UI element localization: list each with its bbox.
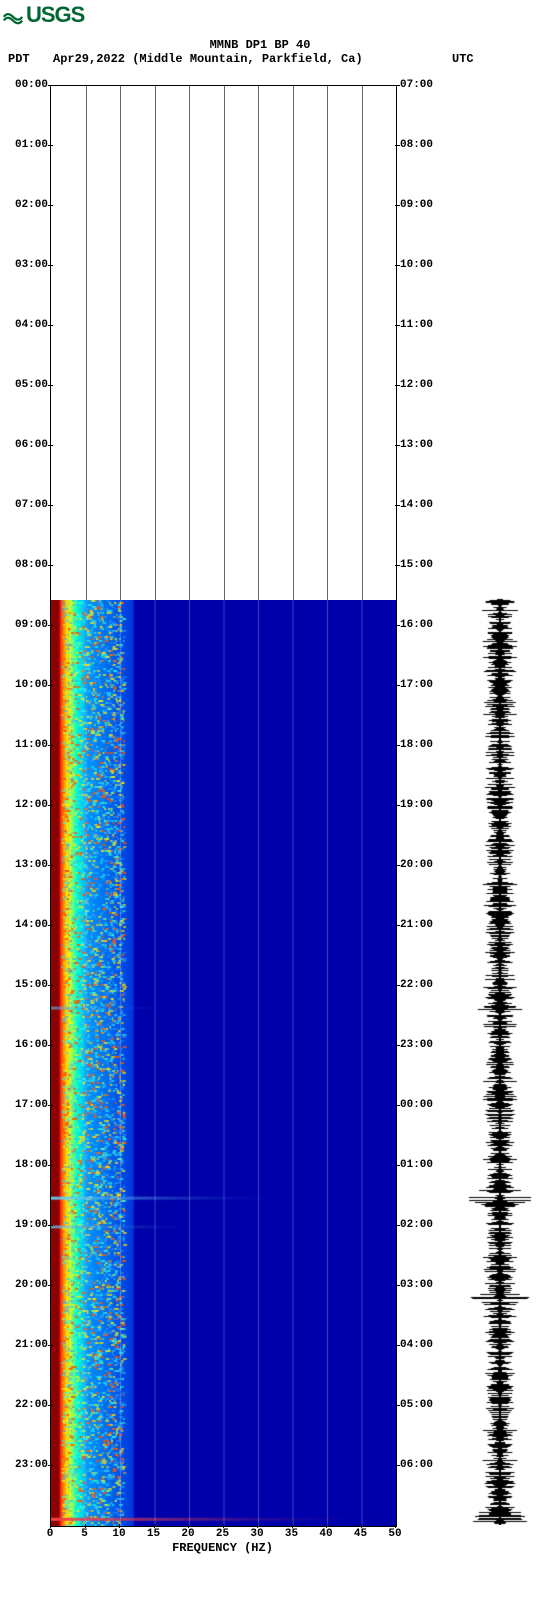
y-left-tick-label: 22:00 [0,1399,48,1411]
y-left-tick-label: 17:00 [0,1099,48,1111]
chart-header: MMNB DP1 BP 40 PDT Apr29,2022 (Middle Mo… [0,38,552,66]
usgs-logo: USGS [2,2,84,28]
y-right-tick-label: 13:00 [400,439,450,451]
y-left-tick-label: 11:00 [0,739,48,751]
station-description: Apr29,2022 (Middle Mountain, Parkfield, … [53,52,432,66]
y-right-tick-label: 15:00 [400,559,450,571]
x-tick [257,1524,258,1528]
spectrogram-plot [50,85,397,1527]
y-left-tick-label: 05:00 [0,379,48,391]
x-tick-label: 40 [319,1528,332,1540]
y-right-tick-label: 03:00 [400,1279,450,1291]
y-left-tick-label: 18:00 [0,1159,48,1171]
y-left-tick-label: 10:00 [0,679,48,691]
x-tick [326,1524,327,1528]
y-right-tick-label: 00:00 [400,1099,450,1111]
y-left-tick-label: 08:00 [0,559,48,571]
x-tick [361,1524,362,1528]
y-left-tick-label: 23:00 [0,1459,48,1471]
y-left-tick-label: 07:00 [0,499,48,511]
y-right-tick-label: 23:00 [400,1039,450,1051]
x-tick-label: 30 [250,1528,263,1540]
y-right-tick-label: 11:00 [400,319,450,331]
y-right-tick-label: 12:00 [400,379,450,391]
y-right-tick-label: 20:00 [400,859,450,871]
x-axis-title: FREQUENCY (HZ) [50,1541,395,1555]
timezone-left-label: PDT [0,52,53,66]
y-right-tick-label: 08:00 [400,139,450,151]
x-tick-label: 10 [112,1528,125,1540]
y-right-tick-label: 01:00 [400,1159,450,1171]
x-tick [85,1524,86,1528]
y-left-tick-label: 06:00 [0,439,48,451]
y-left-tick-label: 02:00 [0,199,48,211]
x-tick-label: 50 [388,1528,401,1540]
seismogram-trace [460,85,540,1525]
y-left-tick-label: 00:00 [0,79,48,91]
y-axis-left-labels: 00:0001:0002:0003:0004:0005:0006:0007:00… [0,85,48,1525]
page: USGS MMNB DP1 BP 40 PDT Apr29,2022 (Midd… [0,0,552,1613]
y-right-tick-label: 19:00 [400,799,450,811]
y-right-tick-label: 17:00 [400,679,450,691]
y-axis-right-labels: 07:0008:0009:0010:0011:0012:0013:0014:00… [400,85,450,1525]
y-left-tick-label: 15:00 [0,979,48,991]
y-right-tick-label: 18:00 [400,739,450,751]
y-right-tick-label: 05:00 [400,1399,450,1411]
wave-icon [2,4,24,26]
y-right-tick-label: 16:00 [400,619,450,631]
x-tick-label: 5 [81,1528,88,1540]
y-right-tick-label: 10:00 [400,259,450,271]
timezone-right-label: UTC [432,52,552,66]
x-tick-label: 0 [47,1528,54,1540]
y-left-tick-label: 16:00 [0,1039,48,1051]
y-right-tick-label: 14:00 [400,499,450,511]
station-channel-title: MMNB DP1 BP 40 [50,38,470,52]
x-tick-label: 25 [216,1528,229,1540]
x-tick-label: 20 [181,1528,194,1540]
x-tick-label: 35 [285,1528,298,1540]
y-left-tick-label: 20:00 [0,1279,48,1291]
y-right-tick-label: 04:00 [400,1339,450,1351]
x-tick [292,1524,293,1528]
y-left-tick-label: 04:00 [0,319,48,331]
y-right-tick-label: 07:00 [400,79,450,91]
seismogram-canvas [460,85,540,1525]
y-right-tick-label: 09:00 [400,199,450,211]
y-right-tick-label: 22:00 [400,979,450,991]
x-tick [395,1524,396,1528]
y-left-tick-label: 09:00 [0,619,48,631]
y-left-tick-label: 03:00 [0,259,48,271]
y-right-tick-label: 06:00 [400,1459,450,1471]
x-tick [154,1524,155,1528]
x-tick-label: 45 [354,1528,367,1540]
x-tick [188,1524,189,1528]
x-tick [223,1524,224,1528]
y-left-tick-label: 12:00 [0,799,48,811]
y-right-tick-label: 02:00 [400,1219,450,1231]
y-left-tick-label: 21:00 [0,1339,48,1351]
y-left-tick-label: 13:00 [0,859,48,871]
x-tick [119,1524,120,1528]
x-tick [50,1524,51,1528]
spectrogram-canvas [51,600,396,1526]
y-right-tick-label: 21:00 [400,919,450,931]
logo-text: USGS [26,2,84,28]
y-left-tick-label: 19:00 [0,1219,48,1231]
y-left-tick-label: 14:00 [0,919,48,931]
x-tick-label: 15 [147,1528,160,1540]
y-left-tick-label: 01:00 [0,139,48,151]
